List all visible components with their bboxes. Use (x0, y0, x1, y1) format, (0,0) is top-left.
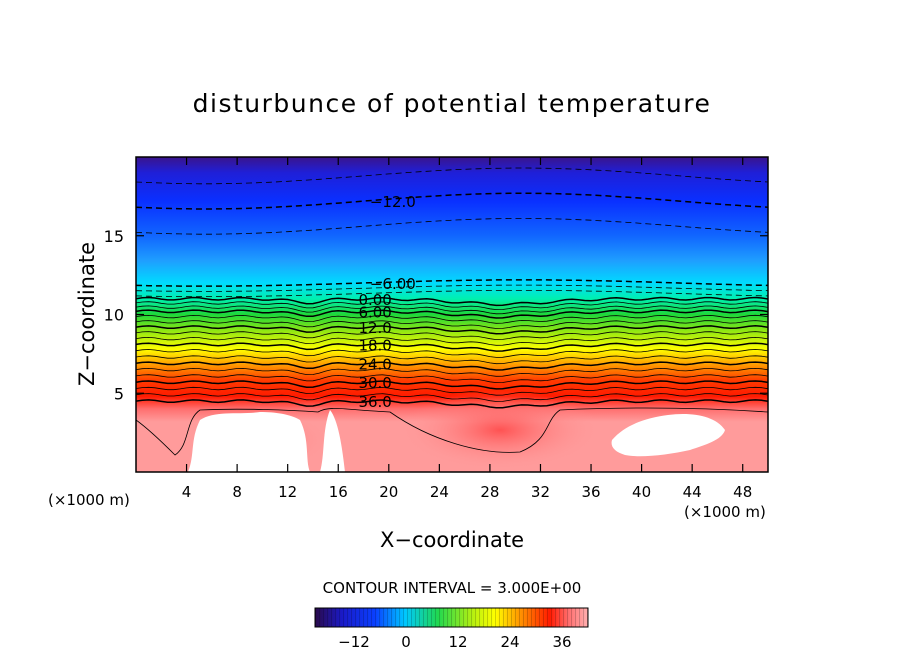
contour-line (136, 393, 768, 402)
colorbar-tick-label: 36 (552, 633, 571, 651)
contour-label: 30.0 (358, 374, 391, 392)
y-axis-label: Z−coordinate (75, 242, 99, 386)
contour-line (136, 320, 768, 329)
y-tick-label: 10 (104, 306, 124, 325)
contour-line (136, 296, 768, 307)
contour-label: −12.0 (370, 193, 416, 211)
y-tick-label: 15 (104, 227, 124, 246)
thin-contour-bottom (136, 407, 768, 456)
colorbar-stripes (315, 608, 588, 627)
x-tick-label: 44 (683, 483, 702, 501)
chart-title: disturbunce of potential temperature (193, 89, 712, 118)
x-tick-label: 40 (632, 483, 651, 501)
x-tick-label: 8 (232, 483, 242, 501)
contour-line (136, 331, 768, 341)
x-tick-label: 4 (182, 483, 192, 501)
x-tick-label: 24 (430, 483, 449, 501)
contour-line (136, 290, 768, 297)
contour-line (136, 284, 768, 292)
x-tick-label: 20 (379, 483, 398, 501)
contour-line (136, 301, 768, 311)
contour-line (136, 342, 768, 352)
contour-label: 6.00 (358, 303, 391, 321)
contour-line (136, 192, 768, 210)
x-tick-label: 36 (581, 483, 600, 501)
y-tick-label: 5 (114, 384, 124, 403)
contour-line (136, 374, 768, 384)
x-tick-label: 16 (329, 483, 348, 501)
x-tick-label: 48 (733, 483, 752, 501)
white-region-mid (320, 410, 345, 472)
contour-line (136, 386, 768, 396)
contour-label: 36.0 (358, 393, 391, 411)
contour-line (136, 399, 768, 409)
contour-interval-label: CONTOUR INTERVAL = 3.000E+00 (323, 579, 582, 597)
contour-line (136, 380, 768, 390)
contour-line (136, 355, 768, 365)
contour-line (136, 279, 768, 287)
x-tick-label: 28 (480, 483, 499, 501)
colorbar-frame (314, 607, 589, 628)
x-axis-label: X−coordinate (380, 528, 524, 552)
contour-line (136, 314, 768, 324)
contour-label: 0.00 (358, 291, 391, 309)
colorbar-tick-label: 12 (448, 633, 467, 651)
contour-label: 18.0 (358, 336, 391, 354)
colorbar-tick-label: 24 (500, 633, 519, 651)
contour-line (136, 309, 768, 319)
x-unit-right: (×1000 m) (684, 503, 766, 521)
warm-core (400, 390, 600, 470)
colorbar-tick-label: 0 (401, 633, 411, 651)
x-tick-label: 12 (278, 483, 297, 501)
contour-line (136, 218, 768, 235)
contour-line (136, 361, 768, 371)
contour-line (136, 349, 768, 358)
x-tick-label: 32 (531, 483, 550, 501)
contour-line (136, 367, 768, 377)
white-region-right (611, 413, 725, 457)
contour-label: 24.0 (358, 355, 391, 373)
contour-line (136, 305, 768, 315)
contour-label: −6.00 (370, 275, 416, 293)
contour-line (136, 336, 768, 346)
x-unit-left: (×1000 m) (48, 491, 130, 509)
white-region-left (188, 412, 310, 472)
contour-label: 12.0 (358, 319, 391, 337)
contour-line (136, 167, 768, 185)
contour-line (136, 325, 768, 335)
colorbar-tick-label: −12 (338, 633, 370, 651)
